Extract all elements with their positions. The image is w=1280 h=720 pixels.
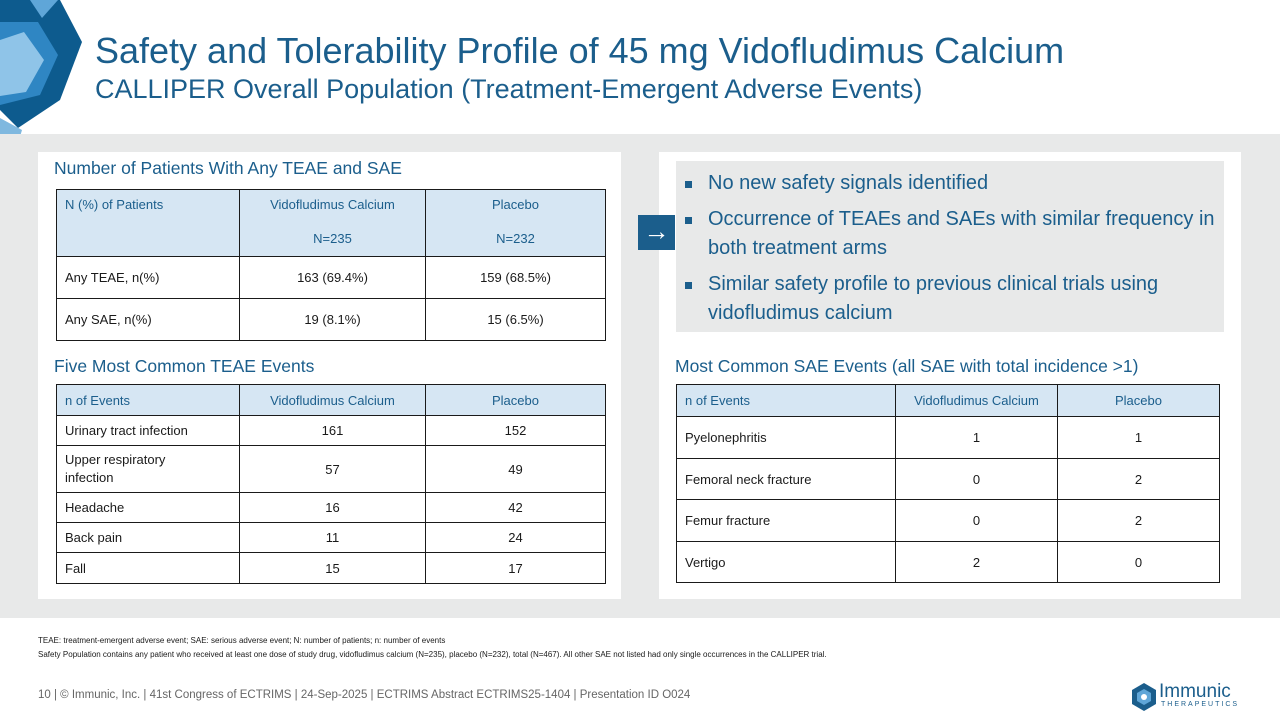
common-sae-heading: Most Common SAE Events (all SAE with tot… (675, 356, 1139, 376)
logo-tagline: THERAPEUTICS (1161, 701, 1240, 708)
row-label: Back pain (56, 522, 240, 553)
col-header: n of Events (676, 384, 896, 417)
cell-placebo: 2 (1057, 458, 1220, 500)
cell-vidofludimus: 11 (239, 522, 426, 553)
common-sae-table: n of Events Vidofludimus Calcium Placebo… (676, 384, 1220, 583)
cell-placebo: 24 (425, 522, 606, 553)
table-row: Any SAE, n(%) 19 (8.1%) 15 (6.5%) (56, 298, 606, 341)
cell-vidofludimus: 19 (8.1%) (239, 298, 426, 341)
immunic-logo-icon (1132, 683, 1156, 711)
table-row: Urinary tract infection 161 152 (56, 415, 606, 446)
col-header: Vidofludimus Calcium (239, 384, 426, 416)
table-row: Femur fracture 0 2 (676, 499, 1220, 542)
cell-placebo: 2 (1057, 499, 1220, 542)
cell-placebo: 1 (1057, 416, 1220, 459)
summary-bullet: No new safety signals identified (685, 169, 1224, 198)
row-label: Fall (56, 552, 240, 584)
col-header: Vidofludimus Calcium (895, 384, 1058, 417)
col-header-label: Placebo (492, 197, 539, 212)
row-label: Vertigo (676, 541, 896, 583)
table-header-row: n of Events Vidofludimus Calcium Placebo (676, 384, 1220, 417)
summary-box: No new safety signals identified Occurre… (676, 161, 1224, 332)
col-header: Vidofludimus Calcium N=235 (239, 189, 426, 257)
slide-footer: 10 | © Immunic, Inc. | 41st Congress of … (38, 689, 691, 701)
footnote-population: Safety Population contains any patient w… (38, 650, 827, 659)
cell-vidofludimus: 57 (239, 445, 426, 493)
cell-placebo: 15 (6.5%) (425, 298, 606, 341)
col-header-n: N=235 (313, 231, 352, 246)
footnote-abbreviations: TEAE: treatment-emergent adverse event; … (38, 636, 446, 645)
teae-sae-heading: Number of Patients With Any TEAE and SAE (54, 158, 402, 178)
logo-wordmark: Immunic (1159, 681, 1231, 702)
table-row: Back pain 11 24 (56, 522, 606, 553)
table-row: Upper respiratory infection 57 49 (56, 445, 606, 493)
arrow-right-icon: → (638, 215, 675, 250)
row-label: Urinary tract infection (56, 415, 240, 446)
col-header: N (%) of Patients (56, 189, 240, 257)
row-label: Any TEAE, n(%) (56, 256, 240, 299)
summary-bullet: Similar safety profile to previous clini… (685, 270, 1224, 328)
summary-bullet: Occurrence of TEAEs and SAEs with simila… (685, 205, 1224, 263)
common-teae-heading: Five Most Common TEAE Events (54, 356, 315, 376)
table-header-row: n of Events Vidofludimus Calcium Placebo (56, 384, 606, 416)
teae-sae-table: N (%) of Patients Vidofludimus Calcium N… (56, 189, 606, 341)
page-title: Safety and Tolerability Profile of 45 mg… (95, 30, 1065, 71)
col-header: Placebo N=232 (425, 189, 606, 257)
corner-decoration (0, 0, 82, 172)
cell-vidofludimus: 161 (239, 415, 426, 446)
cell-placebo: 0 (1057, 541, 1220, 583)
table-row: Pyelonephritis 1 1 (676, 416, 1220, 459)
table-row: Headache 16 42 (56, 492, 606, 523)
table-header-row: N (%) of Patients Vidofludimus Calcium N… (56, 189, 606, 257)
table-row: Fall 15 17 (56, 552, 606, 584)
cell-placebo: 17 (425, 552, 606, 584)
col-header: Placebo (1057, 384, 1220, 417)
row-label: Headache (56, 492, 240, 523)
cell-vidofludimus: 0 (895, 499, 1058, 542)
table-row: Femoral neck fracture 0 2 (676, 458, 1220, 500)
common-teae-table: n of Events Vidofludimus Calcium Placebo… (56, 384, 606, 584)
cell-vidofludimus: 0 (895, 458, 1058, 500)
cell-vidofludimus: 1 (895, 416, 1058, 459)
table-row: Vertigo 2 0 (676, 541, 1220, 583)
cell-placebo: 159 (68.5%) (425, 256, 606, 299)
row-label: Upper respiratory infection (56, 445, 240, 493)
cell-placebo: 42 (425, 492, 606, 523)
col-header: n of Events (56, 384, 240, 416)
row-label: Any SAE, n(%) (56, 298, 240, 341)
table-row: Any TEAE, n(%) 163 (69.4%) 159 (68.5%) (56, 256, 606, 299)
col-header-label: Vidofludimus Calcium (270, 197, 395, 212)
summary-list: No new safety signals identified Occurre… (676, 161, 1224, 328)
cell-placebo: 152 (425, 415, 606, 446)
cell-vidofludimus: 2 (895, 541, 1058, 583)
row-label: Femoral neck fracture (676, 458, 896, 500)
cell-placebo: 49 (425, 445, 606, 493)
row-label: Pyelonephritis (676, 416, 896, 459)
page-subtitle: CALLIPER Overall Population (Treatment-E… (95, 74, 923, 104)
cell-vidofludimus: 15 (239, 552, 426, 584)
cell-vidofludimus: 163 (69.4%) (239, 256, 426, 299)
cell-vidofludimus: 16 (239, 492, 426, 523)
col-header-n: N=232 (496, 231, 535, 246)
row-label: Femur fracture (676, 499, 896, 542)
col-header: Placebo (425, 384, 606, 416)
